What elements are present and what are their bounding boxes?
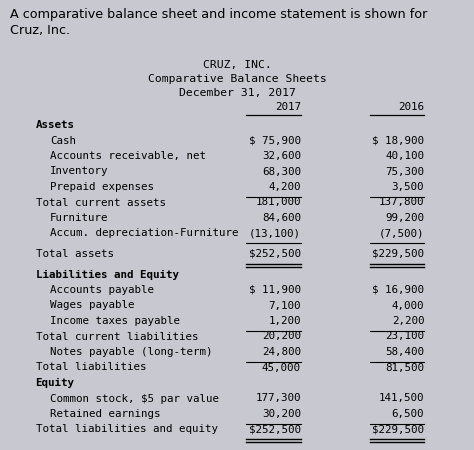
Text: A comparative balance sheet and income statement is shown for: A comparative balance sheet and income s… — [10, 8, 428, 21]
Text: Wages payable: Wages payable — [50, 301, 134, 310]
Text: Accounts receivable, net: Accounts receivable, net — [50, 151, 206, 161]
Text: Prepaid expenses: Prepaid expenses — [50, 182, 154, 192]
Text: 6,500: 6,500 — [392, 409, 424, 419]
Text: Accum. depreciation-Furniture: Accum. depreciation-Furniture — [50, 229, 238, 238]
Text: $ 75,900: $ 75,900 — [249, 135, 301, 145]
Text: 4,000: 4,000 — [392, 301, 424, 310]
Text: 3,500: 3,500 — [392, 182, 424, 192]
Text: 2017: 2017 — [275, 102, 301, 112]
Text: 2,200: 2,200 — [392, 316, 424, 326]
Text: 4,200: 4,200 — [268, 182, 301, 192]
Text: Notes payable (long-term): Notes payable (long-term) — [50, 347, 212, 357]
Text: 20,200: 20,200 — [262, 332, 301, 342]
Text: Total current liabilities: Total current liabilities — [36, 332, 198, 342]
Text: 99,200: 99,200 — [385, 213, 424, 223]
Text: 30,200: 30,200 — [262, 409, 301, 419]
Text: 7,100: 7,100 — [268, 301, 301, 310]
Text: $229,500: $229,500 — [372, 424, 424, 435]
Text: 181,000: 181,000 — [255, 198, 301, 207]
Text: $252,500: $252,500 — [249, 249, 301, 259]
Text: 45,000: 45,000 — [262, 363, 301, 373]
Text: December 31, 2017: December 31, 2017 — [179, 88, 295, 98]
Text: CRUZ, INC.: CRUZ, INC. — [202, 60, 272, 70]
Text: Accounts payable: Accounts payable — [50, 285, 154, 295]
Text: Comparative Balance Sheets: Comparative Balance Sheets — [147, 74, 327, 84]
Text: (7,500): (7,500) — [379, 229, 424, 238]
Text: 137,800: 137,800 — [379, 198, 424, 207]
Text: $ 11,900: $ 11,900 — [249, 285, 301, 295]
Text: 58,400: 58,400 — [385, 347, 424, 357]
Text: Equity: Equity — [36, 378, 74, 388]
Text: $229,500: $229,500 — [372, 249, 424, 259]
Text: 68,300: 68,300 — [262, 166, 301, 176]
Text: 2016: 2016 — [398, 102, 424, 112]
Text: (13,100): (13,100) — [249, 229, 301, 238]
Text: Inventory: Inventory — [50, 166, 108, 176]
Text: 141,500: 141,500 — [379, 393, 424, 404]
Text: 81,500: 81,500 — [385, 363, 424, 373]
Text: $ 16,900: $ 16,900 — [372, 285, 424, 295]
Text: Total liabilities and equity: Total liabilities and equity — [36, 424, 218, 435]
Text: Common stock, $5 par value: Common stock, $5 par value — [50, 393, 219, 404]
Text: Assets: Assets — [36, 120, 74, 130]
Text: Retained earnings: Retained earnings — [50, 409, 160, 419]
Text: 32,600: 32,600 — [262, 151, 301, 161]
Text: 1,200: 1,200 — [268, 316, 301, 326]
Text: 24,800: 24,800 — [262, 347, 301, 357]
Text: Cash: Cash — [50, 135, 76, 145]
Text: 84,600: 84,600 — [262, 213, 301, 223]
Text: Liabilities and Equity: Liabilities and Equity — [36, 270, 179, 279]
Text: Total current assets: Total current assets — [36, 198, 165, 207]
Text: 40,100: 40,100 — [385, 151, 424, 161]
Text: Total assets: Total assets — [36, 249, 114, 259]
Text: $252,500: $252,500 — [249, 424, 301, 435]
Text: Total liabilities: Total liabilities — [36, 363, 146, 373]
Text: 23,100: 23,100 — [385, 332, 424, 342]
Text: Income taxes payable: Income taxes payable — [50, 316, 180, 326]
Text: 177,300: 177,300 — [255, 393, 301, 404]
Text: Furniture: Furniture — [50, 213, 108, 223]
Text: 75,300: 75,300 — [385, 166, 424, 176]
Text: $ 18,900: $ 18,900 — [372, 135, 424, 145]
Text: Cruz, Inc.: Cruz, Inc. — [10, 24, 70, 37]
